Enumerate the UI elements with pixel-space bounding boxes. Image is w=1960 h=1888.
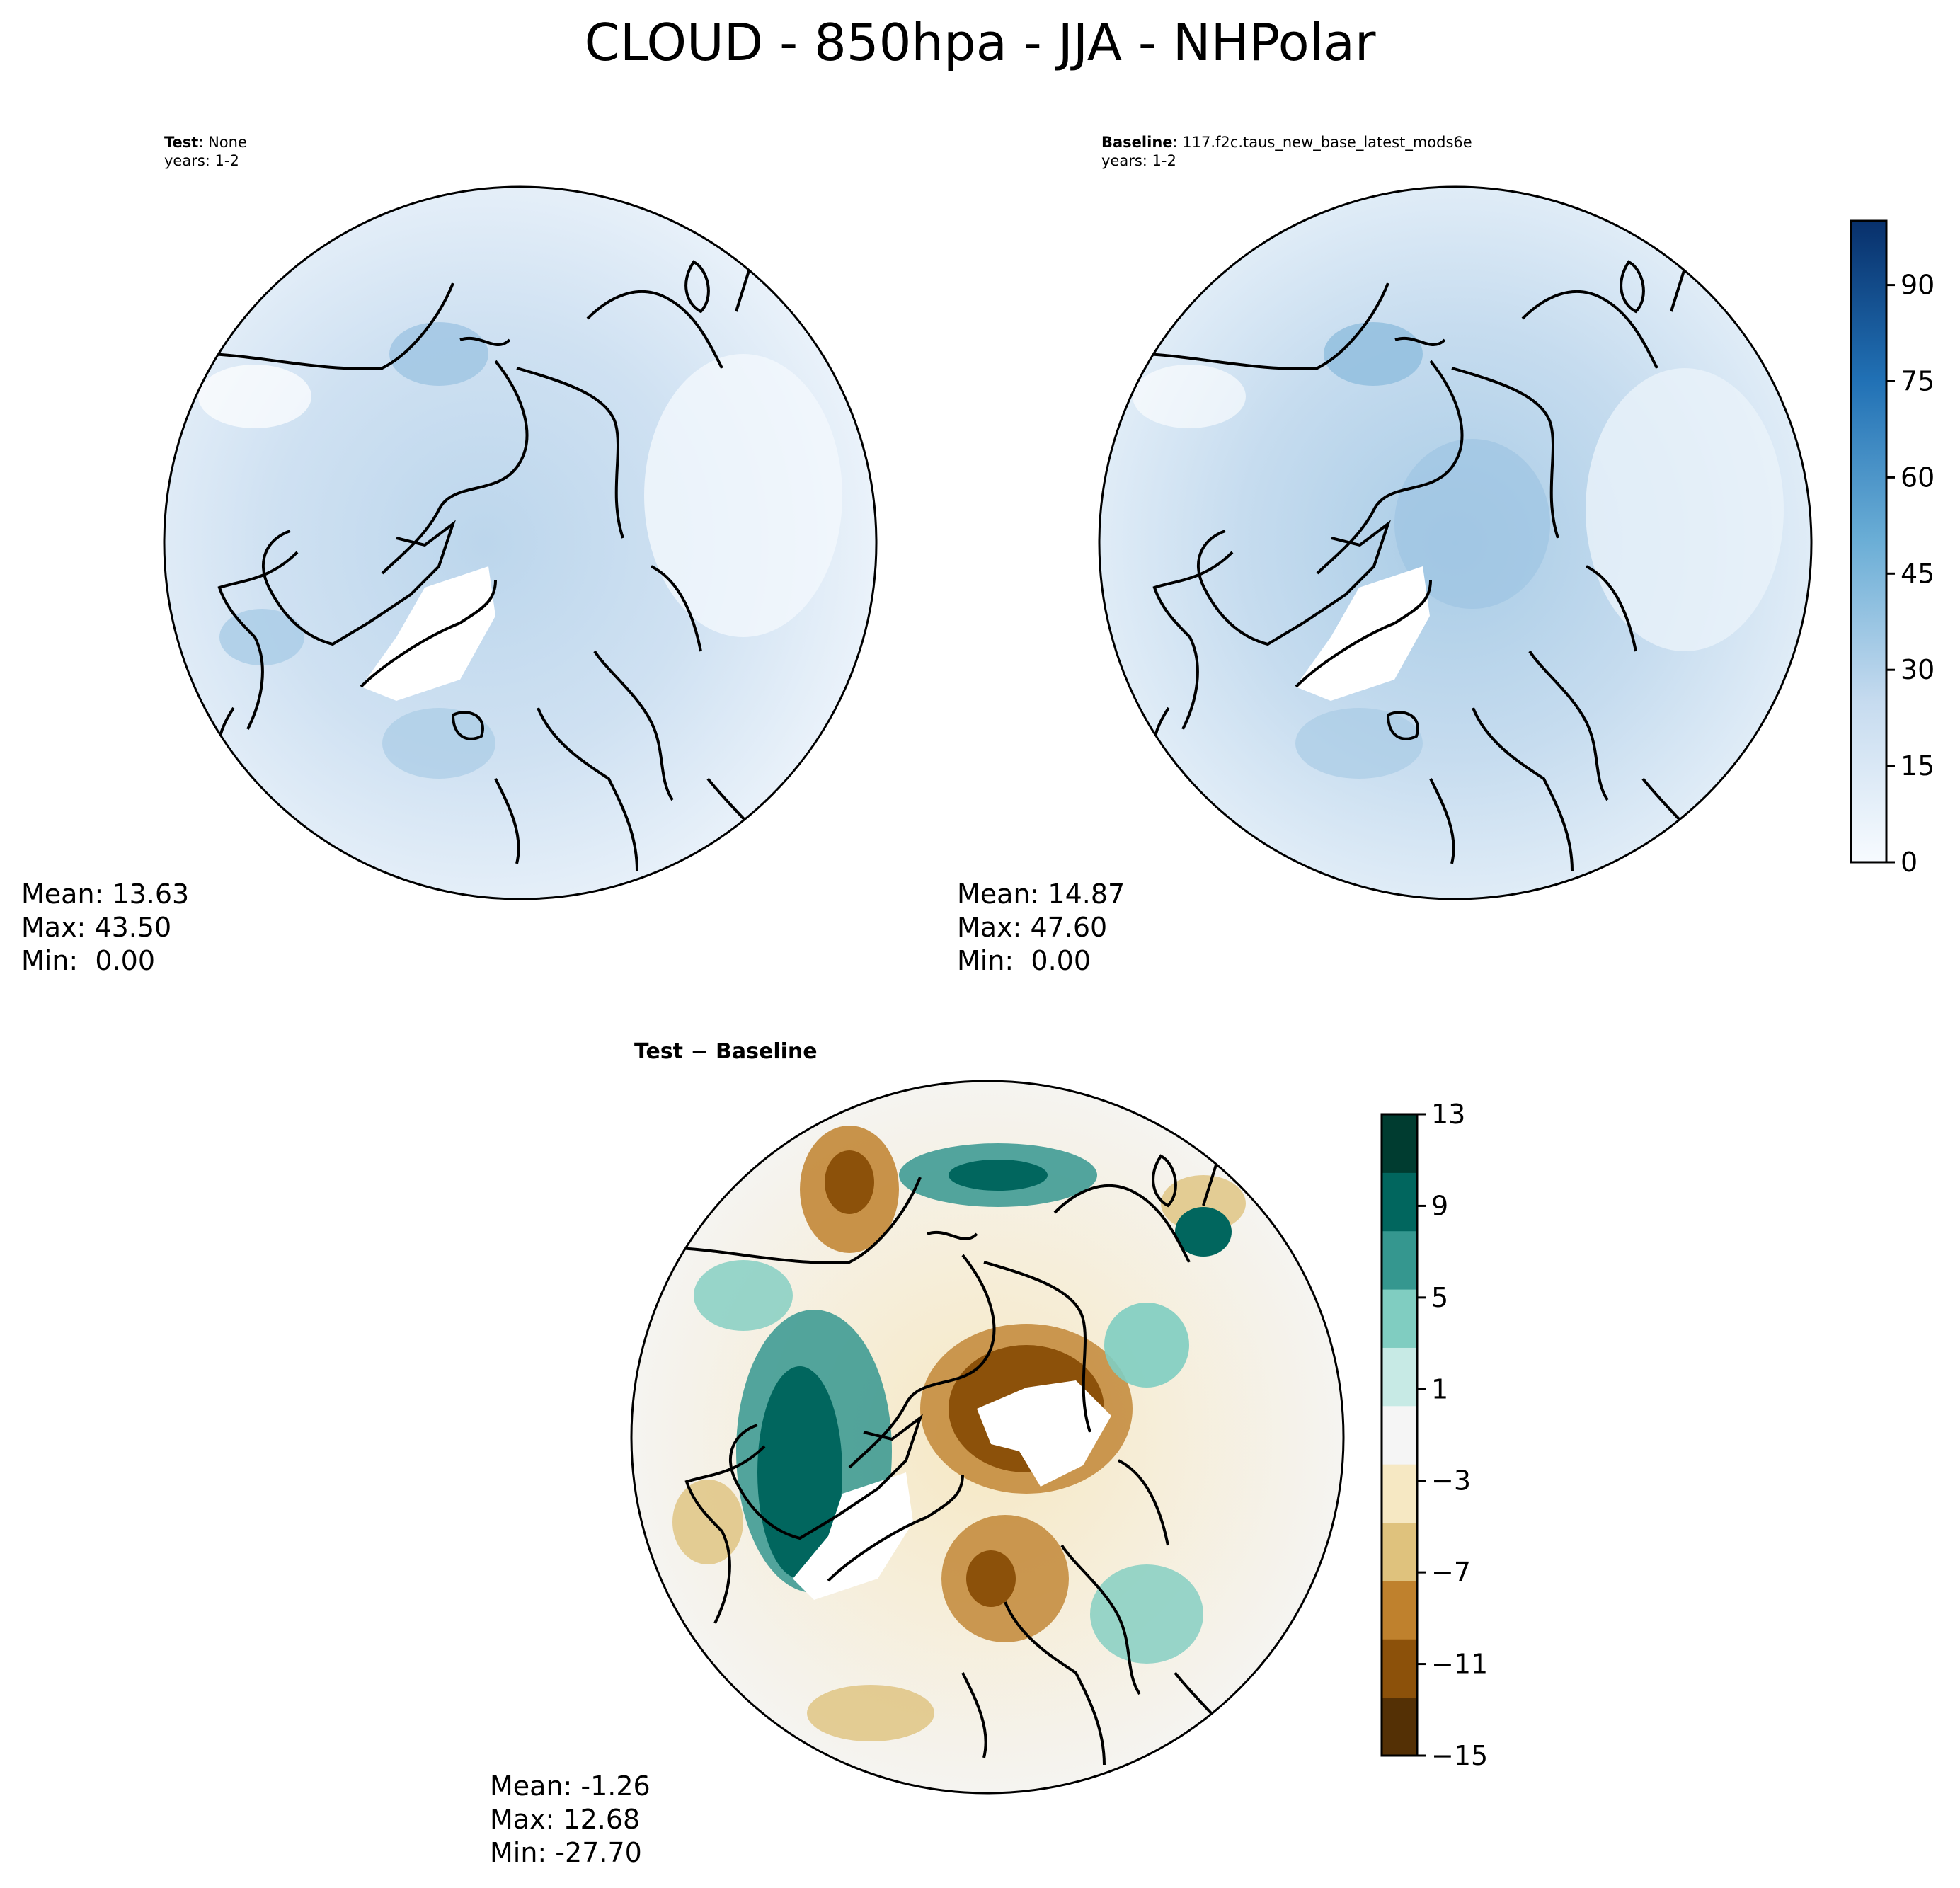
diff-map [630,1080,1345,1795]
diff-colorbar-band [1382,1697,1417,1756]
diff-max: Max: 12.68 [490,1804,641,1835]
test-map [163,185,878,900]
diff-colorbar-tick-label: −7 [1431,1557,1471,1588]
diff-colorbar-band [1382,1522,1417,1581]
test-max: Max: 43.50 [21,912,172,943]
baseline-min: Min: 0.00 [957,945,1091,976]
baseline-mean: Mean: 14.87 [957,879,1125,910]
test-name: : None [198,134,247,151]
diff-colorbar: 13 9 5 1 −3 −7 −11 −15 [1380,1099,1488,1771]
diff-colorbar-band [1382,1114,1417,1173]
diff-colorbar-band [1382,1347,1417,1407]
baseline-label: Baseline [1101,134,1173,151]
diff-colorbar-band [1382,1580,1417,1640]
test-label: Test [164,134,199,151]
baseline-name: : 117.f2c.taus_new_base_latest_mods6e [1172,134,1472,151]
diff-colorbar-band [1382,1639,1417,1698]
diff-stats: Mean: -1.26 Max: 12.68 Min: -27.70 [490,1770,651,1870]
diff-colorbar-tick-label: 13 [1431,1099,1465,1130]
main-colorbar-tick-label: 45 [1901,558,1935,589]
diff-colorbar-band [1382,1230,1417,1290]
test-stats: Mean: 13.63 Max: 43.50 Min: 0.00 [21,878,189,978]
diff-colorbar-band [1382,1172,1417,1232]
test-panel-header: Test: None years: 1-2 [164,133,247,170]
diff-colorbar-tick-label: −3 [1431,1465,1471,1497]
main-colorbar-tick-label: 90 [1901,270,1935,301]
baseline-max: Max: 47.60 [957,912,1108,943]
main-colorbar-tick-label: 30 [1901,654,1935,685]
diff-colorbar-tick-label: 9 [1431,1190,1448,1221]
main-colorbar: 0 15 30 45 60 75 90 [1850,219,1935,878]
diff-colorbar-band [1382,1464,1417,1523]
diff-colorbar-tick-label: −11 [1431,1649,1488,1680]
baseline-stats: Mean: 14.87 Max: 47.60 Min: 0.00 [957,878,1125,978]
main-colorbar-tick-label: 60 [1901,462,1935,493]
diff-colorbar-tick-label: 5 [1431,1282,1448,1313]
main-colorbar-tick-label: 0 [1901,847,1918,878]
test-min: Min: 0.00 [21,945,155,976]
test-mean: Mean: 13.63 [21,879,190,910]
diff-colorbar-tick-label: −15 [1431,1740,1488,1771]
diff-min: Min: -27.70 [490,1837,642,1868]
diff-mean: Mean: -1.26 [490,1770,651,1802]
diff-panel-header: Test − Baseline [634,1039,818,1064]
diff-colorbar-band [1382,1405,1417,1465]
baseline-years: years: 1-2 [1101,152,1176,169]
baseline-panel-header: Baseline: 117.f2c.taus_new_base_latest_m… [1101,133,1472,170]
main-colorbar-tick-label: 15 [1901,750,1935,782]
diff-colorbar-tick-label: 1 [1431,1373,1448,1404]
diff-colorbar-band [1382,1289,1417,1348]
main-colorbar-tick-label: 75 [1901,366,1935,397]
test-years: years: 1-2 [164,152,239,169]
figure-title: CLOUD - 850hpa - JJA - NHPolar [584,13,1376,72]
baseline-map [1098,185,1813,900]
